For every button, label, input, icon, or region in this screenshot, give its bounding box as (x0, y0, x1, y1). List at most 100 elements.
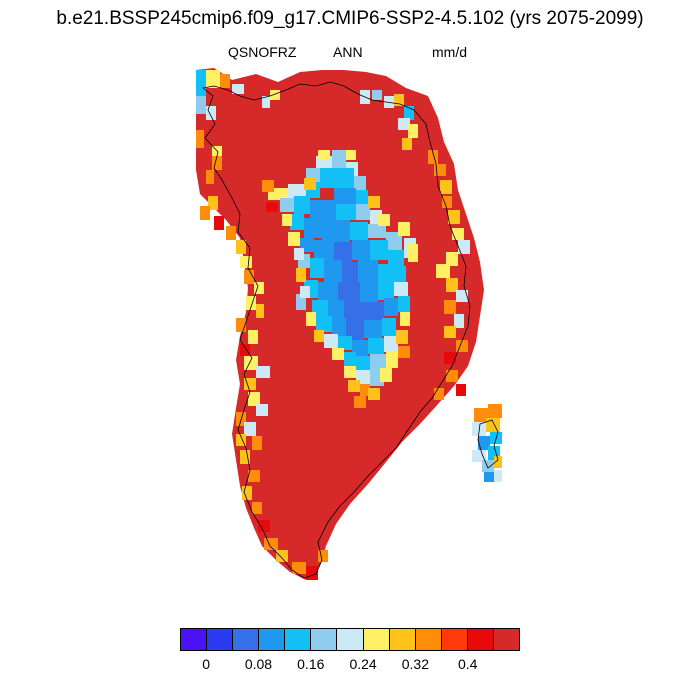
map-cell (474, 408, 488, 422)
map-cell (236, 240, 246, 254)
colorbar-segment (493, 629, 520, 650)
map-cell (444, 300, 456, 314)
map-field (196, 68, 502, 580)
map-cell (244, 270, 254, 284)
map-cell (434, 388, 444, 400)
map-cell (458, 240, 470, 254)
map-cell (258, 520, 270, 532)
map-cell (320, 168, 354, 188)
map-cell (384, 336, 398, 352)
map-cell (332, 318, 346, 336)
map-cell (256, 366, 270, 378)
map-cell (378, 214, 390, 226)
colorbar-segment (233, 629, 260, 650)
map-cell (236, 318, 246, 332)
map-cell (336, 204, 356, 220)
map-cell (402, 138, 412, 150)
map-cell (242, 486, 252, 500)
map-cell (264, 538, 278, 550)
colorbar-tick-label: 0.24 (349, 656, 377, 672)
map-cell (446, 252, 458, 266)
map-cell (332, 150, 346, 168)
map-cell (386, 232, 402, 250)
map-cell (244, 422, 256, 436)
map-cell (196, 96, 206, 114)
map-cell (456, 290, 468, 302)
map-cell (334, 242, 352, 262)
map-cell (200, 206, 210, 220)
units-label: mm/d (432, 44, 467, 60)
map-cell (356, 204, 370, 220)
map-cell (472, 450, 486, 462)
map-cell (360, 282, 378, 302)
map-cell (318, 150, 330, 160)
map-cell (304, 218, 322, 238)
map-cell (338, 336, 352, 350)
map-cell (318, 282, 338, 300)
colorbar-segment (337, 629, 364, 650)
map-cell (294, 196, 310, 214)
map-cell (380, 368, 392, 382)
map-cell (338, 282, 360, 304)
map-cell (332, 348, 344, 360)
map-cell (314, 330, 324, 342)
map-cell (304, 178, 316, 190)
map-cell (398, 346, 410, 358)
colorbar (180, 628, 520, 651)
map-cell (196, 70, 206, 96)
map-cell (442, 196, 452, 208)
map-cell (478, 436, 490, 450)
map-cell (196, 130, 204, 148)
map-cell (456, 384, 466, 396)
map-cell (254, 282, 264, 294)
map-cell (206, 170, 214, 184)
map-cell (248, 392, 260, 406)
map-cell (354, 396, 366, 408)
map-cell (262, 96, 270, 108)
map-cell (444, 352, 456, 364)
map-cell (346, 150, 356, 160)
map-cell (240, 256, 252, 268)
map-cell (494, 456, 502, 468)
map-cell (294, 248, 304, 260)
map-cell (244, 356, 258, 370)
map-cell (482, 460, 494, 472)
map-cell (352, 240, 370, 260)
variable-label: QSNOFRZ (228, 44, 297, 60)
period-label: ANN (333, 44, 363, 60)
colorbar-segment (259, 629, 286, 650)
colorbar-tick-label: 0 (202, 656, 211, 672)
coastline (202, 81, 471, 579)
map-cell (350, 222, 368, 240)
map-cell (394, 282, 408, 296)
map-cell (208, 196, 218, 210)
map-cell (244, 378, 256, 390)
map-cell (344, 366, 356, 378)
map-cell (252, 502, 262, 514)
map-cell (394, 94, 404, 106)
map-cell (248, 470, 260, 482)
map-cell (388, 250, 404, 266)
map-cell (246, 296, 256, 310)
map-cell (324, 260, 342, 282)
map-cell (370, 354, 386, 370)
map-cell (232, 84, 244, 94)
map-cell (446, 370, 458, 382)
map-cell (368, 338, 384, 354)
map-cell (398, 222, 410, 236)
map-cell (256, 404, 268, 416)
map-cell (248, 330, 258, 344)
map-cell (454, 314, 464, 328)
map-cell (404, 106, 414, 120)
colorbar-segment (467, 629, 494, 650)
map-cell (446, 278, 458, 292)
map-cell (292, 562, 306, 574)
map-cell (382, 318, 396, 336)
map-cell (396, 330, 408, 344)
map-cell (364, 320, 382, 338)
map-cell (314, 240, 334, 260)
map-cell (318, 550, 328, 562)
map-cell (408, 124, 418, 138)
map-cell (220, 74, 230, 88)
map-cell (452, 228, 464, 240)
